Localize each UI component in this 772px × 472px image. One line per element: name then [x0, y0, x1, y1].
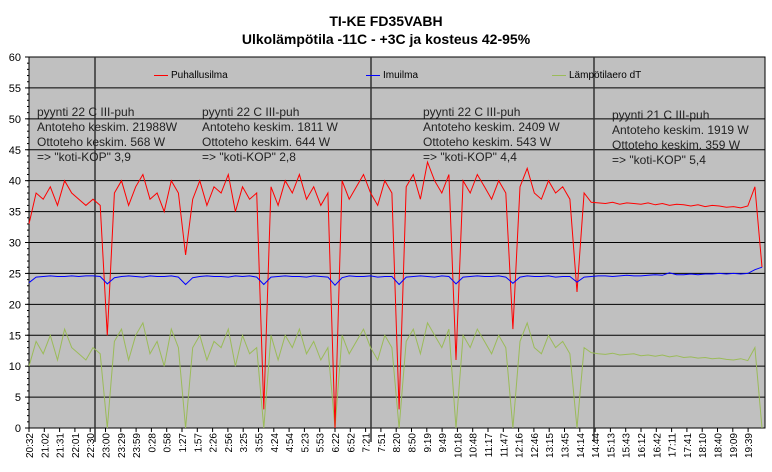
y-tick-label: 35	[9, 207, 21, 219]
x-tick-label: 23:00	[102, 433, 113, 458]
series-line-2	[28, 321, 763, 429]
x-tick-label: 21:02	[40, 433, 51, 458]
x-tick-label: 7:21	[362, 433, 373, 453]
x-tick-label: 17:41	[683, 433, 694, 458]
series-line-1	[28, 266, 763, 286]
annotation-2: pyynti 22 C III-puh Antoteho keskim. 181…	[202, 105, 338, 165]
x-tick-label: 12:16	[515, 433, 526, 458]
legend-item-puhallusilma: Puhallusilma	[154, 70, 228, 81]
x-tick-label: 10:48	[469, 433, 480, 458]
x-tick-label: 19:39	[744, 433, 755, 458]
annotation-line: Ottoteho keskim. 644 W	[202, 135, 331, 149]
annotation-line: pyynti 22 C III-puh	[423, 105, 521, 119]
annotation-3: pyynti 22 C III-puh Antoteho keskim. 240…	[423, 105, 560, 165]
annotation-1: pyynti 22 C III-puh Antoteho keskim. 219…	[37, 105, 177, 165]
legend-swatch	[552, 75, 566, 76]
annotation-line: pyynti 22 C III-puh	[202, 105, 300, 119]
annotation-line: => "koti-KOP" 5,4	[612, 153, 706, 167]
y-tick-label: 25	[9, 268, 21, 280]
annotation-line: Antoteho keskim. 1811 W	[202, 120, 338, 134]
y-tick-label: 55	[9, 83, 21, 95]
series-line-0	[28, 160, 763, 429]
x-tick-label: 4:54	[285, 433, 296, 453]
y-tick-label: 0	[15, 423, 21, 435]
x-tick-label: 16:12	[637, 433, 648, 458]
x-tick-label: 14:44	[591, 433, 602, 458]
x-tick-label: 8:20	[392, 433, 403, 453]
y-tick-label: 30	[9, 238, 21, 250]
x-tick-label: 20:32	[25, 433, 36, 458]
chart-subtitle: Ulkolämpötila -11C - +3C ja kosteus 42-9…	[241, 31, 531, 47]
y-tick-label: 45	[9, 145, 21, 157]
y-tick-label: 40	[9, 176, 21, 188]
x-tick-label: 7:51	[377, 433, 388, 453]
x-tick-label: 16:42	[652, 433, 663, 458]
annotation-line: Ottoteho keskim. 543 W	[423, 135, 552, 149]
x-tick-label: 9:19	[423, 433, 434, 453]
annotation-line: => "koti-KOP" 4,4	[423, 150, 517, 164]
annotation-line: pyynti 21 C III-puh	[612, 108, 710, 122]
x-tick-label: 6:22	[331, 433, 342, 453]
x-tick-label: 5:23	[300, 433, 311, 453]
annotation-line: Ottoteho keskim. 568 W	[37, 135, 166, 149]
legend-label: Imuilma	[383, 70, 419, 81]
x-tick-label: 22:30	[86, 433, 97, 458]
y-tick-label: 10	[9, 361, 21, 373]
x-tick-label: 10:18	[453, 433, 464, 458]
y-tick-label: 15	[9, 330, 21, 342]
x-tick-label: 3:55	[255, 433, 266, 453]
x-tick-label: 2:56	[224, 433, 235, 453]
legend-swatch	[154, 75, 168, 76]
y-tick-label: 20	[9, 299, 21, 311]
x-tick-label: 14:14	[576, 433, 587, 458]
x-tick-label: 15:13	[606, 433, 617, 458]
x-tick-label: 5:53	[316, 433, 327, 453]
x-tick-label: 12:46	[530, 433, 541, 458]
annotation-line: Ottoteho keskim. 359 W	[612, 138, 741, 152]
x-tick-label: 0:28	[147, 433, 158, 453]
legend-item-imuilma: Imuilma	[366, 70, 418, 81]
x-tick-label: 15:43	[622, 433, 633, 458]
x-tick-label: 22:01	[71, 433, 82, 458]
annotation-line: => "koti-KOP" 3,9	[37, 150, 131, 164]
x-tick-label: 9:49	[438, 433, 449, 453]
x-tick-label: 4:24	[270, 433, 281, 453]
x-tick-label: 8:50	[408, 433, 419, 453]
x-tick-label: 0:58	[163, 433, 174, 453]
x-tick-label: 2:26	[209, 433, 220, 453]
chart-title: TI-KE FD35VABH	[329, 13, 443, 29]
x-tick-label: 23:59	[132, 433, 143, 458]
x-tick-label: 11:17	[484, 433, 495, 458]
x-tick-label: 18:40	[714, 433, 725, 458]
annotation-4: pyynti 21 C III-puh Antoteho keskim. 191…	[612, 108, 749, 168]
x-tick-label: 1:27	[178, 433, 189, 453]
y-tick-label: 60	[9, 52, 21, 64]
x-tick-label: 6:52	[346, 433, 357, 453]
x-tick-label: 3:25	[239, 433, 250, 453]
x-tick-label: 11:47	[499, 433, 510, 458]
x-tick-label: 21:31	[56, 433, 67, 458]
x-tick-label: 23:29	[117, 433, 128, 458]
annotation-line: => "koti-KOP" 2,8	[202, 150, 296, 164]
annotation-line: Antoteho keskim. 2409 W	[423, 120, 560, 134]
annotation-line: Antoteho keskim. 1919 W	[612, 123, 749, 137]
legend-item-lampotilaero: Lämpötilaero dT	[552, 70, 641, 81]
annotation-line: pyynti 22 C III-puh	[37, 105, 135, 119]
x-tick-label: 1:57	[193, 433, 204, 453]
annotation-line: Antoteho keskim. 21988W	[37, 120, 178, 134]
x-tick-label: 19:09	[729, 433, 740, 458]
x-tick-label: 13:15	[545, 433, 556, 458]
y-tick-label: 5	[15, 392, 21, 404]
x-tick-label: 13:45	[561, 433, 572, 458]
y-tick-label: 50	[9, 114, 21, 126]
x-tick-label: 18:10	[698, 433, 709, 458]
legend-label: Lämpötilaero dT	[569, 70, 642, 81]
legend-label: Puhallusilma	[171, 70, 228, 81]
legend-swatch	[366, 75, 380, 76]
x-tick-label: 17:11	[668, 433, 679, 458]
